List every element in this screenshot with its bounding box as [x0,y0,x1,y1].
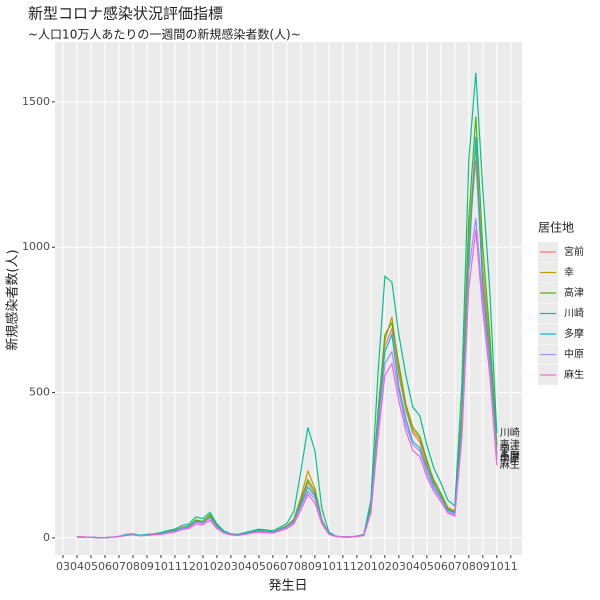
x-tick-label: 10 [322,560,336,573]
x-tick-label: 04 [70,560,84,573]
end-label: 高津 [500,438,520,451]
x-tick-label: 11 [168,560,182,573]
end-label: 多摩 [500,449,520,462]
legend-label: 宮前 [564,245,584,258]
x-tick-label: 10 [490,560,504,573]
x-tick-label: 01 [364,560,378,573]
x-tick-label: 01 [196,560,210,573]
chart-title: 新型コロナ感染状況評価指標 [28,5,223,23]
legend-title: 居住地 [538,221,574,235]
x-tick-label: 06 [98,560,112,573]
x-tick-label: 05 [252,560,266,573]
legend-label: 中原 [564,348,584,361]
x-tick-label: 10 [154,560,168,573]
y-tick-label: 1000 [22,240,50,253]
y-tick-label: 0 [43,531,50,544]
x-tick-label: 06 [266,560,280,573]
x-tick-label: 03 [392,560,406,573]
legend-label: 多摩 [564,327,584,340]
x-tick-label: 05 [84,560,98,573]
end-label: 川崎 [500,426,520,439]
x-tick-label: 12 [350,560,364,573]
x-tick-label: 09 [140,560,154,573]
x-tick-label: 07 [112,560,126,573]
legend-label: 高津 [564,286,584,299]
x-tick-label: 09 [476,560,490,573]
plot-panel [55,42,522,555]
y-axis-title: 新規感染者数(人) [5,249,21,350]
x-tick-label: 08 [126,560,140,573]
x-tick-label: 04 [238,560,252,573]
legend-label: 幸 [564,267,574,279]
legend-label: 川崎 [564,307,584,320]
series-line [77,72,498,539]
legend-label: 麻生 [564,368,584,381]
end-label: 麻生 [500,458,520,471]
x-tick-label: 11 [336,560,350,573]
x-tick-label: 08 [294,560,308,573]
y-tick-label: 1500 [22,95,50,108]
x-tick-label: 03 [56,560,70,573]
x-tick-label: 07 [448,560,462,573]
x-tick-label: 04 [406,560,420,573]
end-label: 幸 [500,442,510,454]
y-tick-label: 500 [29,386,50,399]
end-label: 宮前 [500,447,520,460]
series-line [77,229,498,539]
x-tick-label: 02 [210,560,224,573]
end-label: 中原 [500,452,520,465]
x-tick-label: 08 [462,560,476,573]
chart-subtitle: ~人口10万人あたりの一週間の新規感染者数(人)~ [28,27,301,42]
x-tick-label: 07 [280,560,294,573]
x-tick-label: 11 [504,560,518,573]
x-tick-label: 03 [224,560,238,573]
x-tick-label: 12 [182,560,196,573]
x-axis-title: 発生日 [268,579,307,594]
x-tick-label: 05 [420,560,434,573]
x-tick-label: 06 [434,560,448,573]
x-tick-label: 02 [378,560,392,573]
x-tick-label: 09 [308,560,322,573]
